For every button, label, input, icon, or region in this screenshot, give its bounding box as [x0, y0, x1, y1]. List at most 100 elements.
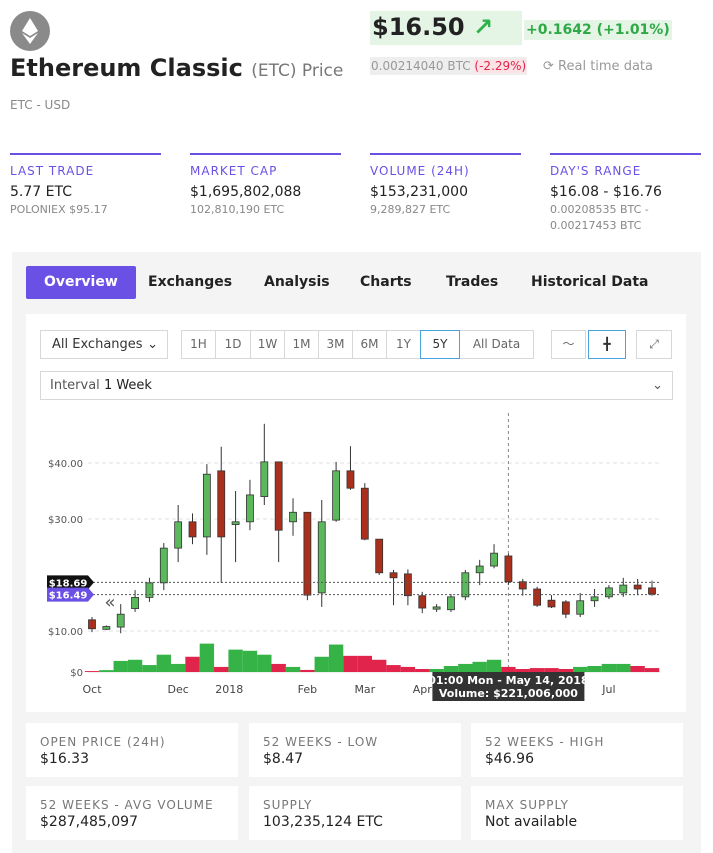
price-tag	[47, 575, 94, 590]
stat-value: $16.08 - $16.76	[550, 184, 662, 200]
candle-body	[317, 521, 326, 594]
range-button[interactable]: 1H	[181, 330, 216, 359]
tab[interactable]: Historical Data	[531, 274, 649, 290]
tab[interactable]: Trades	[446, 274, 499, 290]
x-tick-label: Feb	[298, 683, 317, 696]
volume-bar	[84, 671, 100, 672]
range-button[interactable]: 5Y	[420, 330, 460, 359]
candle-body	[375, 538, 384, 574]
range-button[interactable]: 3M	[318, 330, 353, 359]
card-label: 52 WEEKS - LOW	[263, 735, 379, 749]
candle-body	[102, 626, 111, 630]
tooltip	[432, 672, 585, 701]
range-button[interactable]: 1M	[284, 330, 319, 359]
volume-bar	[630, 666, 645, 672]
card: 52 WEEKS - LOW $8.47	[249, 723, 461, 777]
volume-bar	[587, 666, 602, 672]
volume-bar	[314, 656, 329, 672]
volume-bar	[529, 668, 545, 672]
stat: MARKET CAP $1,695,802,088 102,810,190 ETC	[190, 153, 341, 216]
card: 52 WEEKS - AVG VOLUME $287,485,097	[26, 786, 238, 840]
price-tag-label: $16.49	[49, 591, 88, 602]
volume-bar	[257, 654, 272, 672]
interval-select[interactable]: Interval 1 Week ⌄	[40, 371, 673, 400]
x-tick-label: 2018	[215, 683, 243, 696]
volume-bar	[616, 663, 631, 672]
price-tag	[47, 587, 94, 602]
volume-bar	[228, 649, 243, 672]
candle-chart-toggle[interactable]: ╋	[588, 330, 626, 359]
range-button[interactable]: 1Y	[386, 330, 421, 359]
volume-bar	[185, 656, 200, 672]
volume-bar	[573, 666, 588, 672]
candle-body	[590, 596, 599, 602]
range-button[interactable]: All Data	[459, 330, 534, 359]
range-button[interactable]: 1W	[250, 330, 285, 359]
exchange-select[interactable]: All Exchanges ⌄	[40, 330, 168, 359]
candle-body	[360, 487, 369, 540]
candle-body	[403, 573, 412, 597]
y-tick-label: $10.00	[48, 627, 83, 638]
x-tick-label: Apr	[413, 683, 433, 696]
candle-body	[389, 572, 398, 579]
volume-bar	[443, 666, 459, 672]
x-tick-label: Mar	[354, 683, 375, 696]
volume-bar	[285, 666, 301, 672]
candle-body	[246, 494, 254, 523]
volume-bar	[558, 669, 574, 672]
stat: LAST TRADE 5.77 ETC POLONIEX $95.17	[10, 153, 161, 216]
volume-bar	[515, 669, 530, 672]
card: MAX SUPPLY Not available	[471, 786, 683, 840]
volume-bar	[386, 665, 401, 672]
interval-value: 1 Week	[103, 378, 152, 393]
x-tick-label: Dec	[168, 683, 189, 696]
card: 52 WEEKS - HIGH $46.96	[471, 723, 683, 777]
volume-bar	[271, 663, 286, 672]
stat-label: VOLUME (24H)	[370, 164, 470, 178]
volume-bar	[156, 654, 171, 672]
tab[interactable]: Overview	[26, 266, 136, 299]
volume-bar	[242, 650, 258, 672]
candle-body	[432, 606, 441, 610]
candle-body	[231, 521, 240, 526]
candle-body	[576, 600, 585, 615]
stat: VOLUME (24H) $153,231,000 9,289,827 ETC	[370, 153, 521, 216]
volume-bar	[113, 660, 128, 672]
line-chart-toggle[interactable]: 〜	[551, 330, 586, 359]
candle-body	[547, 599, 556, 608]
exchange-value: All Exchanges	[52, 337, 143, 352]
tab[interactable]: Exchanges	[148, 274, 233, 290]
candle-body	[145, 582, 154, 598]
volume-bar	[601, 663, 617, 672]
candle-body	[518, 581, 527, 590]
tooltip-time: 01:00 Mon - May 14, 2018	[428, 674, 588, 687]
tab[interactable]: Charts	[360, 274, 412, 290]
volume-bar	[458, 663, 473, 672]
volume-bar	[415, 669, 430, 672]
volume-bar	[343, 655, 358, 672]
volume-bar	[400, 666, 416, 672]
card-value: Not available	[485, 814, 578, 830]
candle-body	[289, 511, 297, 523]
candle-body	[332, 470, 341, 521]
range-button[interactable]: 1D	[215, 330, 251, 359]
candle-body	[633, 584, 642, 590]
volume-bar	[486, 659, 502, 672]
volume-bar	[472, 661, 487, 672]
fullscreen[interactable]: ⤢	[636, 330, 672, 359]
candle-body	[490, 552, 498, 567]
candle-body	[447, 596, 455, 611]
volume-bar	[544, 668, 559, 672]
range-button[interactable]: 6M	[352, 330, 387, 359]
volume-bar	[127, 659, 143, 672]
volume-bar	[501, 666, 516, 672]
btc-price-box: 0.00214040 BTC (-2.29%)	[370, 57, 528, 75]
candle-body	[561, 601, 570, 615]
tab[interactable]: Analysis	[264, 274, 330, 290]
volume-bar	[357, 655, 372, 672]
title: Ethereum Classic (ETC) Price	[10, 54, 343, 82]
candle-body	[418, 595, 427, 609]
x-tick-label: Oct	[82, 683, 102, 696]
card: SUPPLY 103,235,124 ETC	[249, 786, 461, 840]
